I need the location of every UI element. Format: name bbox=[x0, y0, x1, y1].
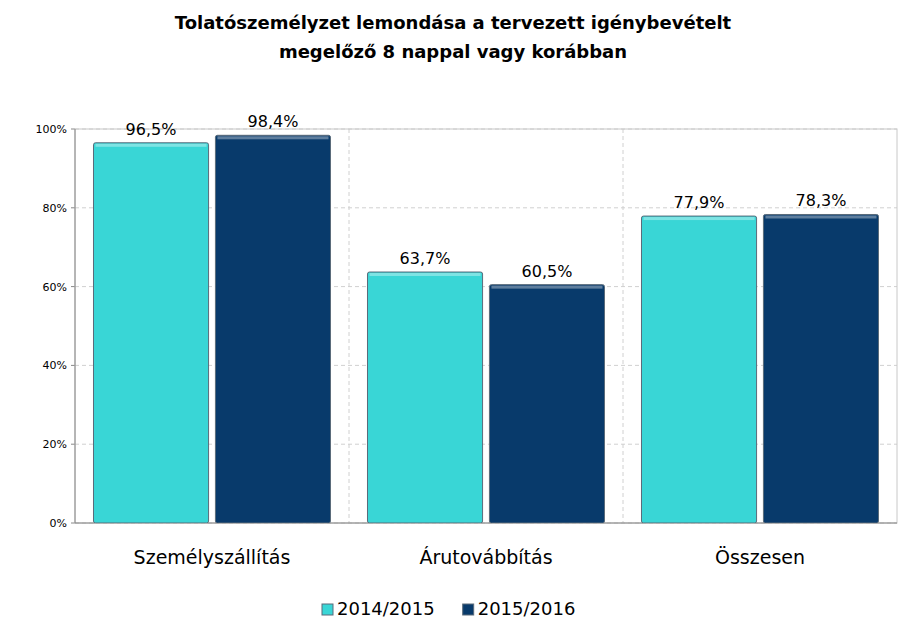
legend-swatch bbox=[463, 604, 474, 615]
tick-label: 100% bbox=[36, 123, 67, 136]
bar bbox=[641, 216, 756, 523]
bar bbox=[215, 135, 330, 523]
bars bbox=[93, 135, 878, 523]
category-label: Összesen bbox=[715, 546, 805, 568]
bar-highlight bbox=[369, 273, 480, 276]
tick-mark bbox=[71, 444, 75, 445]
bar bbox=[489, 285, 604, 523]
bar-highlight bbox=[217, 136, 328, 139]
data-label: 63,7% bbox=[400, 249, 451, 268]
tick-label: 20% bbox=[43, 438, 67, 451]
category-label: Személyszállítás bbox=[134, 546, 291, 568]
data-label: 60,5% bbox=[522, 262, 573, 281]
separator bbox=[623, 129, 624, 523]
bar-highlight bbox=[643, 217, 754, 220]
bar bbox=[367, 272, 482, 523]
legend-swatch bbox=[322, 604, 333, 615]
tick-label: 60% bbox=[43, 281, 67, 294]
tick-mark bbox=[71, 365, 75, 366]
separator bbox=[349, 129, 350, 523]
tick-label: 0% bbox=[50, 517, 67, 530]
legend: 2014/2015 2015/2016 bbox=[322, 598, 575, 619]
tick-mark bbox=[71, 523, 75, 524]
bar-highlight bbox=[491, 286, 602, 289]
data-label: 98,4% bbox=[248, 112, 299, 131]
tick-mark bbox=[71, 207, 75, 208]
plot: 0% 20% 40% 60% 80% 100% 96,5% 98,4% 63,7% 60,5% 77… bbox=[0, 0, 906, 642]
bar bbox=[763, 214, 878, 523]
data-label: 96,5% bbox=[126, 120, 177, 139]
y-axis bbox=[75, 129, 76, 523]
data-labels: 96,5% 98,4% 63,7% 60,5% 77,9% 78,3% bbox=[126, 112, 847, 280]
bar-highlight bbox=[765, 215, 876, 218]
tick-mark bbox=[71, 286, 75, 287]
data-label: 77,9% bbox=[674, 193, 725, 212]
bar bbox=[93, 143, 208, 523]
plot-frame bbox=[75, 129, 897, 523]
title: Tolatószemélyzet lemondása a tervezett i… bbox=[123, 8, 783, 66]
category-label: Árutovábbítás bbox=[419, 546, 552, 568]
tick-mark bbox=[71, 129, 75, 130]
chart: Tolatószemélyzet lemondása a tervezett i… bbox=[0, 0, 906, 642]
bar-highlight bbox=[95, 144, 206, 147]
legend-label: 2014/2015 bbox=[337, 598, 435, 619]
tick-label: 40% bbox=[43, 359, 67, 372]
tick-label: 80% bbox=[43, 202, 67, 215]
legend-label: 2015/2016 bbox=[478, 598, 576, 619]
data-label: 78,3% bbox=[796, 191, 847, 210]
